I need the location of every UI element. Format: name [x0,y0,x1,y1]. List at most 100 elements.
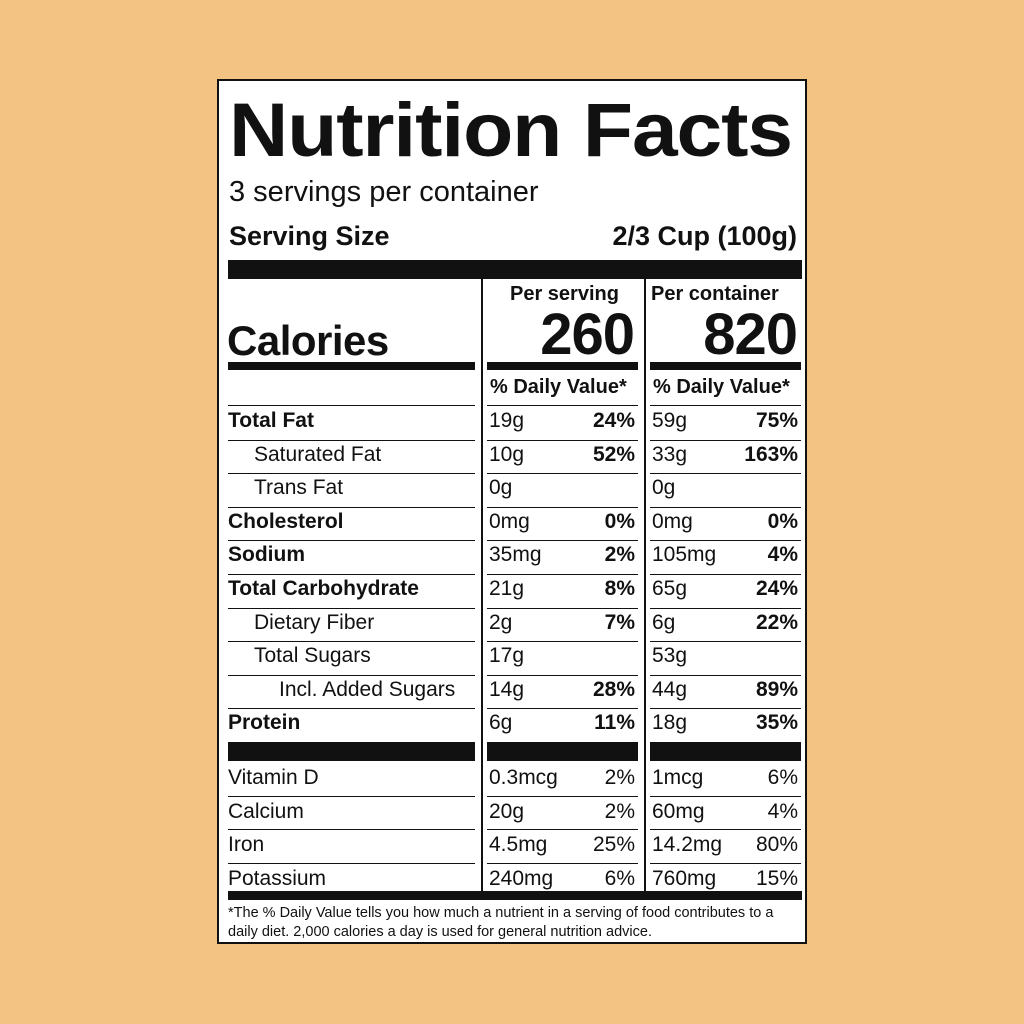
serving-amount: 21g [489,577,525,600]
container-daily-value: 4% [767,799,798,823]
row-rule [650,796,801,797]
row-rule [650,405,801,406]
row-rule [228,540,475,541]
serving-amount: 0.3mcg [489,766,558,789]
container-daily-value: 75% [755,409,798,432]
calories-rule-label [228,362,475,370]
container-amount: 65g [652,577,688,600]
thick-divider-bottom [228,891,802,900]
servings-per-container: 3 servings per container [229,176,539,208]
container-amount: 53g [652,644,688,668]
row-rule [228,863,475,864]
footnote: *The % Daily Value tells you how much a … [228,905,774,940]
container-amount: 760mg [652,866,717,890]
row-rule [228,829,475,830]
nutrient-name: Total Fat [228,409,314,432]
calories-rule-serving [487,362,638,370]
row-rule [487,507,638,508]
serving-amount: 14g [489,677,525,701]
serving-amount: 20g [489,799,525,823]
row-rule [650,507,801,508]
per-container-header: Per container [651,283,779,305]
row-rule [487,863,638,864]
container-daily-value: 24% [755,577,798,600]
column-divider-right [644,279,646,891]
row-rule [228,574,475,575]
container-amount: 18g [652,711,688,735]
row-rule [487,796,638,797]
row-rule [228,796,475,797]
nutrient-name: Protein [228,711,301,735]
container-daily-value: 80% [755,833,798,856]
container-amount: 60mg [652,799,705,823]
serving-amount: 35mg [489,543,542,567]
calories-label: Calories [227,317,389,364]
row-rule [650,863,801,864]
row-rule [650,608,801,609]
row-rule [650,473,801,474]
nutrient-name: Dietary Fiber [254,610,375,634]
row-rule [228,608,475,609]
nutrient-name: Incl. Added Sugars [279,677,456,701]
container-amount: 1mcg [652,766,704,789]
row-rule [650,540,801,541]
serving-daily-value: 52% [592,442,635,466]
serving-daily-value: 6% [604,866,635,890]
row-rule [228,507,475,508]
container-daily-value: 89% [755,677,798,701]
row-rule [228,405,475,406]
vitamin-bar-serving [487,742,638,761]
row-rule [650,708,801,709]
nutrient-name: Saturated Fat [254,442,382,466]
container-amount: 105mg [652,543,717,567]
nutrient-name: Total Carbohydrate [228,577,419,600]
container-amount: 33g [652,442,688,466]
row-rule [487,540,638,541]
serving-daily-value: 24% [592,409,635,432]
thick-divider-top [228,260,802,279]
serving-amount: 2g [489,610,513,634]
serving-size-label: Serving Size [229,221,390,251]
row-rule [487,440,638,441]
container-daily-value: 0% [767,509,798,533]
calories-per-serving: 260 [540,302,635,367]
nutrient-name: Trans Fat [254,476,344,500]
column-divider-left [481,279,483,891]
vitamin-bar-label [228,742,475,761]
vitamin-name: Iron [228,833,265,856]
row-rule [228,440,475,441]
serving-daily-value: 0% [604,509,635,533]
serving-daily-value: 11% [594,711,635,735]
nutrient-name: Cholesterol [228,509,344,533]
vitamin-name: Vitamin D [228,766,319,789]
serving-amount: 240mg [489,866,554,890]
serving-amount: 0mg [489,509,530,533]
nutrient-name: Total Sugars [254,644,371,668]
container-daily-value: 163% [744,442,798,466]
row-rule [650,641,801,642]
container-amount: 0mg [652,509,693,533]
serving-daily-value: 7% [604,610,635,634]
serving-size-value: 2/3 Cup (100g) [612,221,797,251]
serving-amount: 0g [489,476,513,500]
serving-amount: 10g [489,442,525,466]
row-rule [228,708,475,709]
container-daily-value: 4% [767,543,798,567]
vitamin-bar-container [650,742,801,761]
dv-header-serving: % Daily Value* [490,376,627,398]
container-amount: 6g [652,610,676,634]
row-rule [487,608,638,609]
row-rule [650,675,801,676]
serving-daily-value: 28% [592,677,635,701]
container-daily-value: 22% [755,610,798,634]
container-amount: 14.2mg [652,833,723,856]
vitamin-name: Potassium [228,866,327,890]
row-rule [228,675,475,676]
serving-daily-value: 2% [604,799,635,823]
row-rule [487,473,638,474]
serving-amount: 17g [489,644,525,668]
row-rule [487,641,638,642]
nutrient-name: Sodium [228,543,305,567]
row-rule [487,675,638,676]
container-daily-value: 15% [755,866,798,890]
